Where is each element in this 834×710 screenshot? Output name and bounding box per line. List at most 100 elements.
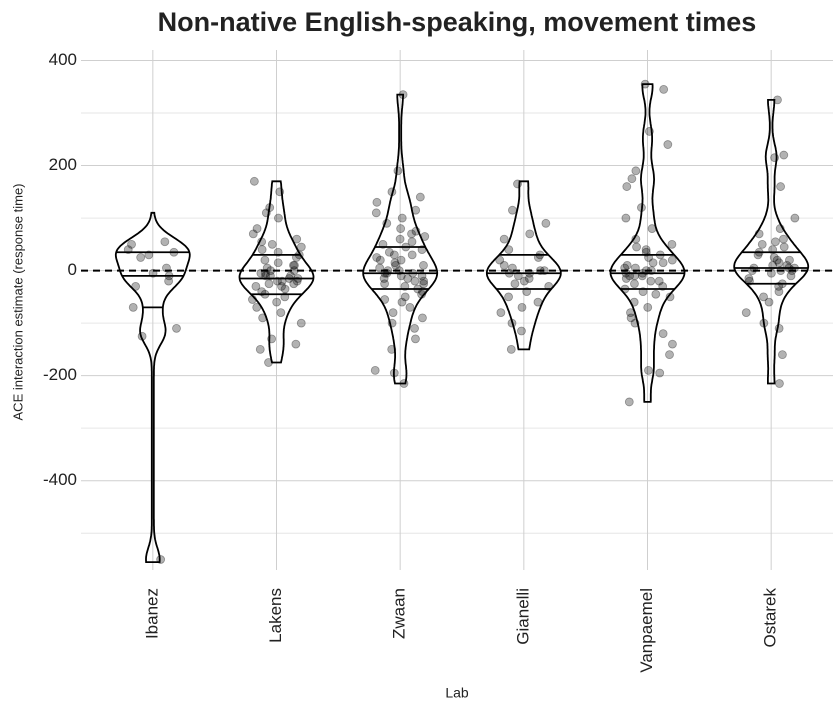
data-point [417, 245, 427, 254]
x-tick-label: Ostarek [761, 588, 780, 648]
data-point [407, 250, 417, 260]
data-point [267, 334, 277, 344]
data-point [624, 397, 634, 407]
data-point [164, 271, 174, 281]
data-point [280, 292, 290, 302]
data-point [277, 281, 286, 291]
data-point [629, 297, 639, 307]
data-point [289, 266, 299, 276]
data-point [371, 208, 381, 218]
data-point [541, 218, 551, 228]
data-point [372, 197, 382, 207]
data-point [293, 274, 303, 283]
data-point [776, 266, 786, 276]
y-axis-label: ACE interaction estimate (response time) [10, 184, 25, 421]
data-point [417, 271, 427, 281]
data-point [413, 284, 423, 294]
data-point [499, 260, 509, 270]
data-point [637, 203, 646, 212]
data-point [646, 276, 656, 286]
data-point [252, 302, 262, 312]
data-point [264, 358, 273, 367]
data-point [375, 255, 385, 265]
data-point [419, 276, 429, 286]
data-point [127, 239, 136, 249]
data-point [779, 234, 788, 244]
data-point [637, 271, 647, 281]
data-point [782, 260, 792, 270]
data-point [621, 268, 631, 278]
data-point [641, 266, 651, 276]
data-point [631, 234, 641, 244]
data-point [144, 250, 154, 260]
data-point [397, 297, 407, 307]
data-point [641, 245, 651, 254]
data-point [768, 260, 778, 270]
data-point [535, 250, 545, 260]
data-point [396, 255, 406, 265]
data-point [248, 295, 257, 304]
data-point [622, 260, 632, 270]
data-point [418, 287, 428, 297]
data-point [533, 253, 543, 262]
data-point [292, 276, 302, 286]
data-point [749, 263, 759, 273]
data-point [255, 344, 265, 354]
x-tick-label: Gianelli [513, 588, 532, 645]
data-point [507, 263, 517, 273]
data-point [768, 245, 778, 254]
data-point [620, 284, 630, 294]
data-point [261, 208, 271, 218]
violin [733, 99, 810, 385]
data-point [774, 323, 784, 333]
data-point [411, 226, 421, 236]
data-point [496, 308, 506, 318]
data-point [665, 292, 675, 302]
data-point [508, 205, 517, 215]
data-point [417, 289, 427, 299]
data-point [394, 266, 404, 276]
data-point [160, 237, 170, 247]
data-point [655, 368, 665, 378]
data-point [630, 271, 639, 281]
chart-title: Non-native English-speaking, movement ti… [158, 7, 757, 37]
data-point [275, 187, 285, 197]
data-point [398, 90, 408, 100]
data-point [262, 263, 272, 273]
data-point [280, 284, 290, 294]
x-tick-label: Vanpaemel [637, 588, 656, 673]
data-point [372, 253, 382, 262]
data-point [517, 326, 526, 336]
y-tick-label: 0 [68, 260, 77, 279]
data-point [775, 224, 785, 233]
data-point [641, 247, 651, 257]
data-point [744, 274, 754, 283]
data-point [260, 255, 270, 265]
data-point [644, 366, 653, 375]
data-point [658, 258, 668, 268]
data-point [400, 281, 410, 291]
y-tick-label: -200 [43, 365, 77, 384]
data-point [156, 555, 166, 564]
data-point [396, 271, 406, 281]
data-point [504, 292, 513, 302]
data-point [405, 302, 415, 312]
data-point [626, 313, 636, 323]
data-point [257, 245, 267, 254]
data-point [754, 229, 764, 239]
data-point [395, 234, 405, 244]
data-point [410, 323, 419, 333]
data-point [644, 127, 654, 136]
data-point [759, 318, 769, 328]
data-point [533, 297, 543, 307]
data-point [632, 242, 641, 252]
data-point [290, 260, 299, 270]
data-point [745, 276, 754, 286]
data-point [495, 255, 505, 265]
data-point [256, 268, 266, 278]
data-point [289, 260, 298, 270]
data-point [407, 237, 417, 247]
data-point [387, 344, 397, 354]
data-point [773, 95, 782, 105]
data-point [741, 308, 751, 318]
